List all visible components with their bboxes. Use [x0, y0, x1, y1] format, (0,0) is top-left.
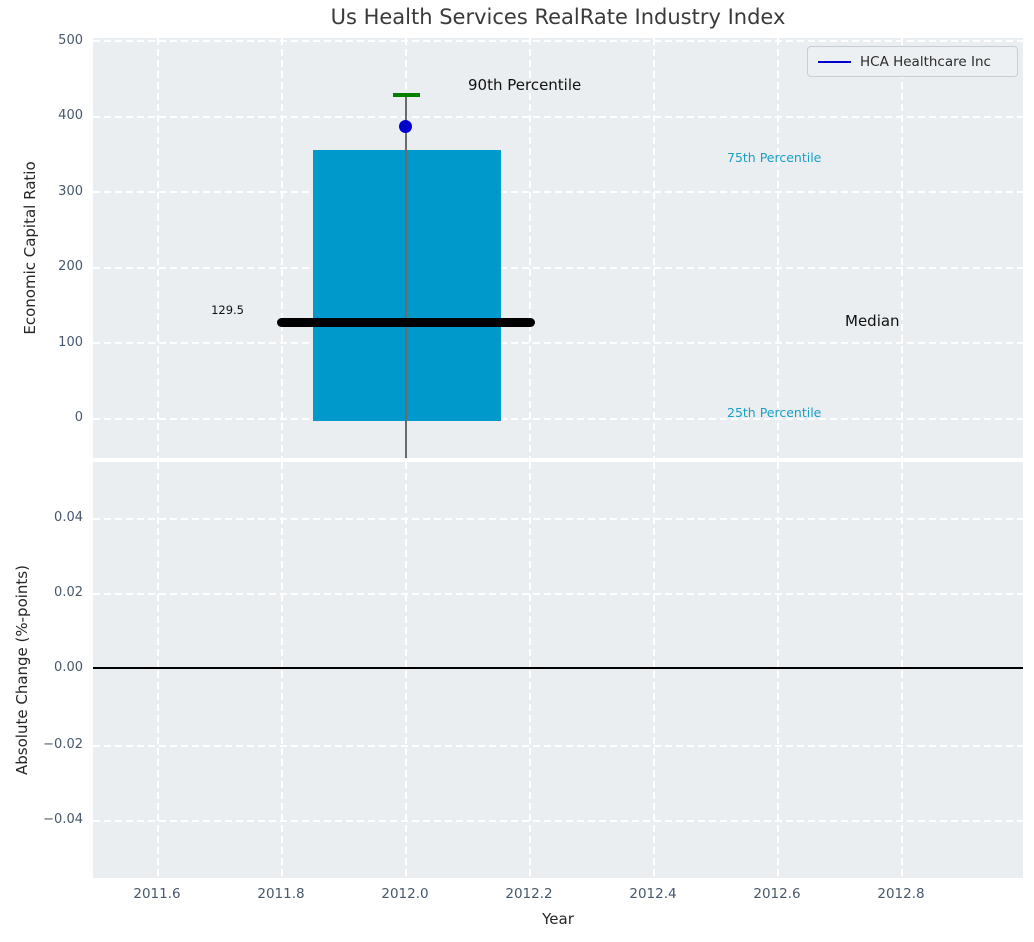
grid-line-horizontal: [93, 342, 1023, 344]
grid-line-horizontal: [93, 116, 1023, 118]
grid-line-vertical: [405, 462, 407, 878]
grid-line-horizontal: [93, 191, 1023, 193]
x-tick-label: 2012.2: [505, 886, 553, 902]
grid-line-horizontal: [93, 40, 1023, 42]
x-tick-label: 2012.0: [381, 886, 429, 902]
x-tick-label: 2011.8: [257, 886, 305, 902]
top-y-axis-label: Economic Capital Ratio: [21, 161, 39, 335]
grid-line-horizontal: [93, 418, 1023, 420]
x-axis-label: Year: [542, 910, 574, 928]
grid-line-vertical: [157, 462, 159, 878]
bottom-y-axis-label: Absolute Change (%-points): [13, 565, 31, 775]
grid-line-vertical: [777, 462, 779, 878]
y-tick-label: 400: [58, 108, 83, 123]
y-tick-label: 500: [58, 33, 83, 48]
legend-line-icon: [818, 60, 851, 63]
zero-reference-line: [93, 667, 1023, 669]
bottom-plot-area: [93, 462, 1023, 878]
grid-line-horizontal: [93, 745, 1023, 747]
y-tick-label: −0.04: [43, 812, 83, 827]
median-label: Median: [845, 312, 900, 330]
y-tick-label: −0.02: [43, 737, 83, 752]
p75-label: 75th Percentile: [727, 150, 822, 165]
x-tick-label: 2012.4: [629, 886, 677, 902]
x-tick-label: 2011.6: [133, 886, 181, 902]
whisker-line: [405, 95, 407, 458]
grid-line-horizontal: [93, 593, 1023, 595]
grid-line-horizontal: [93, 820, 1023, 822]
grid-line-vertical: [281, 38, 283, 458]
percentile-range-bar: [313, 150, 501, 421]
grid-line-vertical: [529, 38, 531, 458]
grid-line-vertical: [653, 462, 655, 878]
x-tick-label: 2012.6: [753, 886, 801, 902]
y-tick-label: 0.02: [54, 585, 83, 600]
grid-line-vertical: [901, 462, 903, 878]
grid-line-vertical: [901, 38, 903, 458]
grid-line-vertical: [653, 38, 655, 458]
grid-line-horizontal: [93, 518, 1023, 520]
p90-cap-marker: [393, 93, 420, 97]
legend-label: HCA Healthcare Inc: [860, 53, 991, 70]
p90-label: 90th Percentile: [468, 76, 582, 94]
median-value-label: 129.5: [211, 303, 244, 317]
legend: HCA Healthcare Inc: [807, 46, 1018, 77]
grid-line-vertical: [281, 462, 283, 878]
top-plot-area: 90th Percentile 129.5 75th Percentile Me…: [93, 38, 1023, 458]
y-tick-label: 300: [58, 184, 83, 199]
y-tick-label: 100: [58, 335, 83, 350]
y-tick-label: 0.04: [54, 510, 83, 525]
chart-title: Us Health Services RealRate Industry Ind…: [330, 5, 786, 29]
median-line: [277, 318, 535, 327]
grid-line-vertical: [529, 462, 531, 878]
grid-line-vertical: [157, 38, 159, 458]
grid-line-vertical: [777, 38, 779, 458]
y-tick-label: 0: [74, 410, 83, 425]
p25-label: 25th Percentile: [727, 405, 822, 420]
grid-line-horizontal: [93, 267, 1023, 269]
y-tick-label: 0.00: [54, 660, 83, 675]
x-tick-label: 2012.8: [877, 886, 925, 902]
y-tick-label: 200: [58, 259, 83, 274]
company-value-dot: [399, 120, 412, 133]
